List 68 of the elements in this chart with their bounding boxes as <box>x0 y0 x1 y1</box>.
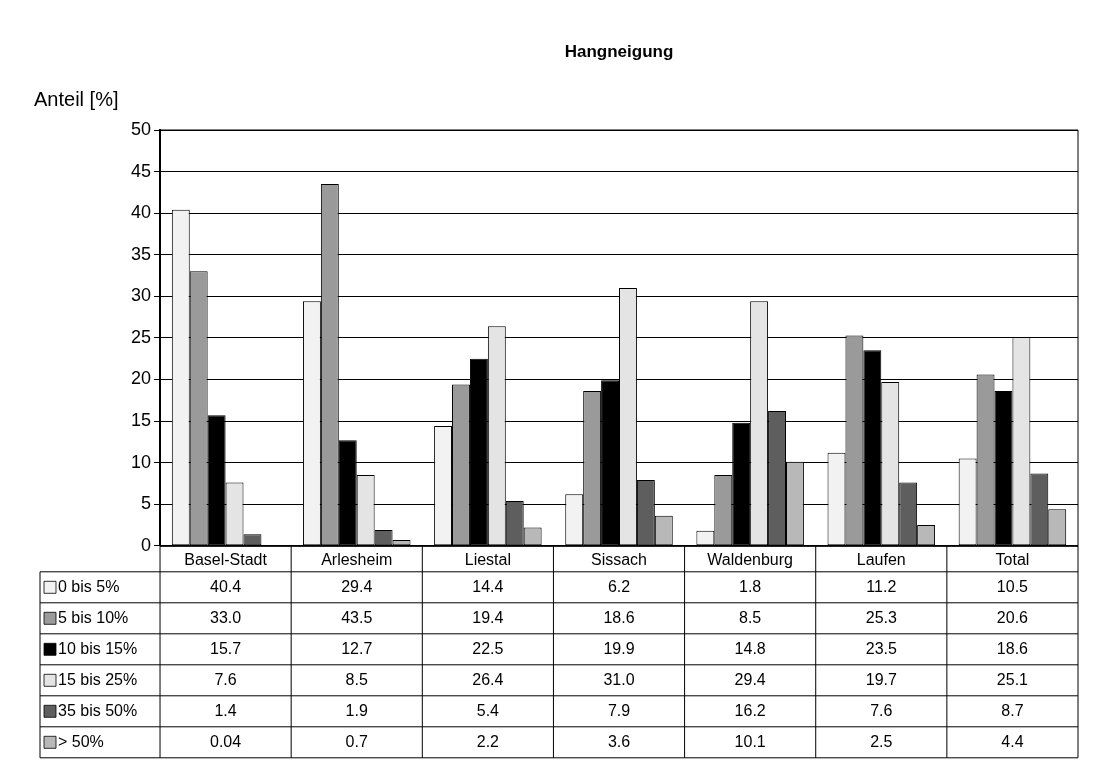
y-tick-label: 35 <box>130 243 152 264</box>
y-tick-label: 50 <box>130 118 152 139</box>
y-tick-label: 20 <box>130 368 152 389</box>
data-label: 25.3 <box>865 608 897 626</box>
data-label: 31.0 <box>603 670 635 688</box>
data-label: 1.9 <box>345 701 368 719</box>
data-label: 40.4 <box>210 577 242 595</box>
data-label: 1.4 <box>214 701 237 719</box>
data-label: 14.4 <box>472 577 504 595</box>
data-label: 14.8 <box>734 639 766 657</box>
y-tick-label: 25 <box>130 326 152 347</box>
data-label: 29.4 <box>341 577 373 595</box>
data-label: 18.6 <box>996 639 1029 657</box>
data-label: 23.5 <box>865 639 897 657</box>
data-label: 33.0 <box>210 608 242 626</box>
data-label: 20.6 <box>996 608 1029 626</box>
x-tick-label: Arlesheim <box>321 550 393 568</box>
data-label: 10.1 <box>734 732 766 750</box>
legend-label: 15 bis 25% <box>58 670 138 688</box>
data-label: 2.5 <box>870 732 893 750</box>
data-label: 12.7 <box>341 639 373 657</box>
x-tick-label: Waldenburg <box>707 550 793 568</box>
x-tick-label: Sissach <box>591 550 648 568</box>
data-label: 2.2 <box>476 732 500 750</box>
data-label: 43.5 <box>341 608 373 626</box>
data-label: 8.5 <box>739 608 762 626</box>
data-label: 29.4 <box>734 670 766 688</box>
data-label: 19.9 <box>603 639 635 657</box>
data-label: 25.1 <box>996 670 1029 688</box>
y-tick-label: 5 <box>141 493 152 514</box>
data-label: 7.6 <box>870 701 893 719</box>
data-label: 19.7 <box>865 670 897 688</box>
y-tick-label: 15 <box>130 410 152 431</box>
data-label: 7.9 <box>607 701 631 719</box>
data-label: 15.7 <box>210 639 242 657</box>
y-tick-label: 0 <box>141 534 152 555</box>
data-label: 1.8 <box>739 577 762 595</box>
data-label: 10.5 <box>996 577 1029 595</box>
y-axis-title: Anteil [%] <box>34 87 119 110</box>
legend-label: 5 bis 10% <box>58 608 129 626</box>
data-label: 16.2 <box>734 701 766 719</box>
y-tick-label: 45 <box>130 160 152 181</box>
data-label: 8.7 <box>1001 701 1024 719</box>
chart-title: Hangneigung <box>564 41 674 61</box>
data-label: 8.5 <box>345 670 368 688</box>
y-tick-label: 40 <box>130 202 152 223</box>
x-tick-label: Total <box>995 550 1030 568</box>
data-label: 0.04 <box>210 732 242 750</box>
x-tick-label: Basel-Stadt <box>184 550 268 568</box>
y-tick-label: 10 <box>130 451 152 472</box>
legend-label: 0 bis 5% <box>58 577 120 595</box>
data-label: 0.7 <box>345 732 368 750</box>
data-label: 19.4 <box>472 608 504 626</box>
legend-label: 10 bis 15% <box>58 639 138 657</box>
x-tick-label: Laufen <box>856 550 906 568</box>
legend-label: 35 bis 50% <box>58 701 138 719</box>
data-label: 18.6 <box>603 608 635 626</box>
x-tick-label: Liestal <box>464 550 511 568</box>
data-label: 26.4 <box>472 670 504 688</box>
data-label: 22.5 <box>472 639 504 657</box>
legend-label: > 50% <box>58 732 104 750</box>
data-label: 5.4 <box>476 701 500 719</box>
data-label: 7.6 <box>214 670 237 688</box>
data-label: 6.2 <box>607 577 631 595</box>
data-label: 3.6 <box>607 732 631 750</box>
data-label: 4.4 <box>1001 732 1024 750</box>
y-tick-label: 30 <box>130 285 152 306</box>
data-label: 11.2 <box>866 577 897 595</box>
